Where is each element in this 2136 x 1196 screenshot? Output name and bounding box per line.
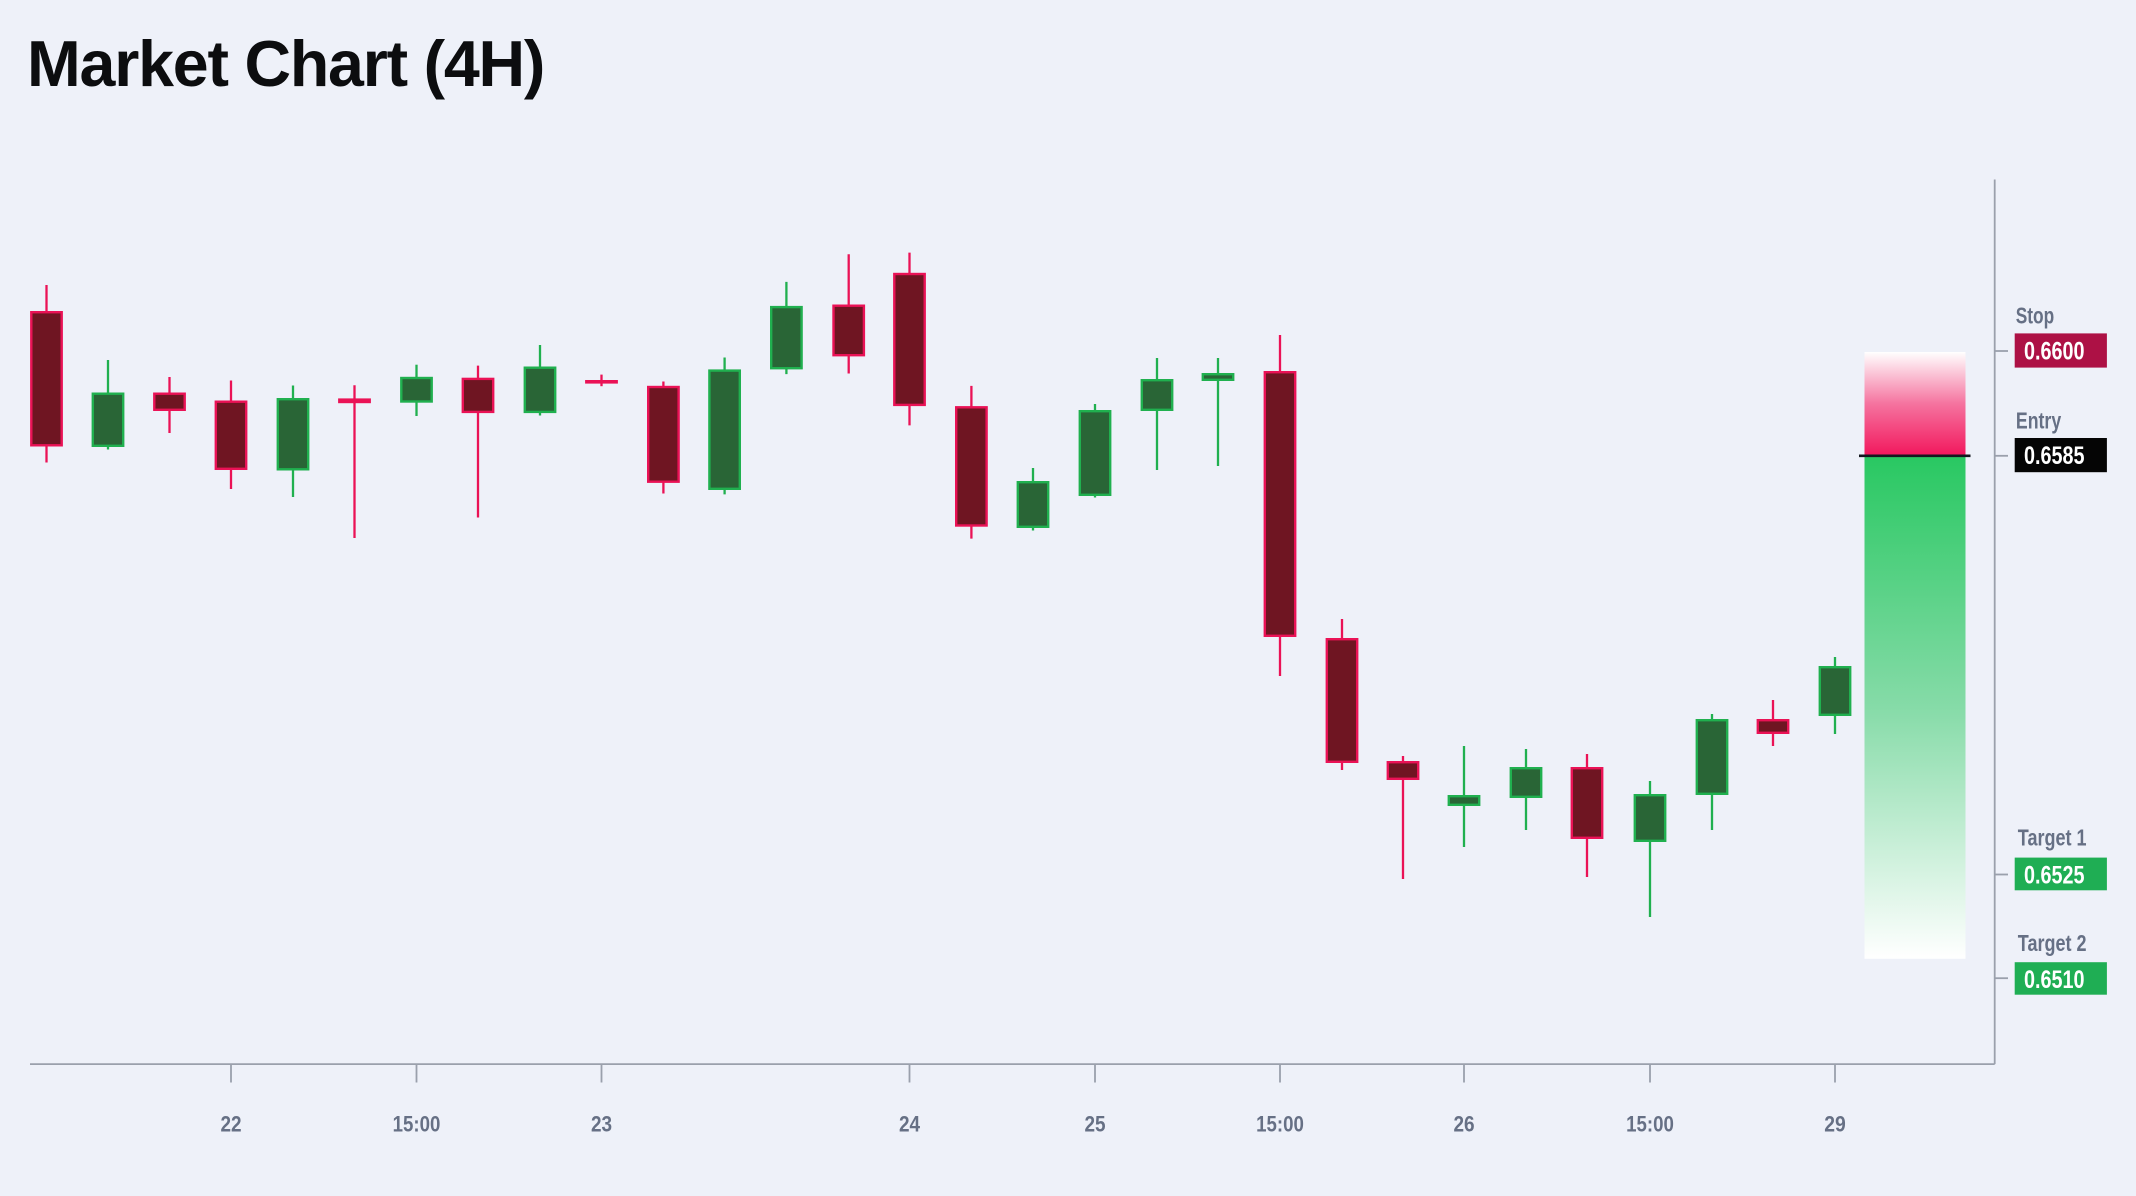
svg-text:Target 1: Target 1 bbox=[2018, 825, 2087, 851]
svg-text:0.6585: 0.6585 bbox=[2024, 442, 2085, 470]
svg-text:23: 23 bbox=[591, 1112, 612, 1137]
svg-text:Entry: Entry bbox=[2016, 408, 2061, 434]
svg-text:0.6525: 0.6525 bbox=[2024, 862, 2085, 890]
svg-text:15:00: 15:00 bbox=[1626, 1112, 1674, 1137]
svg-text:15:00: 15:00 bbox=[393, 1112, 441, 1137]
svg-text:29: 29 bbox=[1824, 1112, 1846, 1137]
svg-text:22: 22 bbox=[220, 1112, 241, 1137]
svg-text:26: 26 bbox=[1453, 1112, 1474, 1137]
svg-text:Market Chart (4H): Market Chart (4H) bbox=[27, 28, 544, 100]
svg-text:24: 24 bbox=[899, 1112, 921, 1137]
svg-text:15:00: 15:00 bbox=[1256, 1112, 1304, 1137]
svg-text:0.6510: 0.6510 bbox=[2024, 966, 2085, 994]
svg-text:25: 25 bbox=[1084, 1112, 1105, 1137]
svg-text:Stop: Stop bbox=[2016, 303, 2055, 329]
svg-text:Target 2: Target 2 bbox=[2018, 930, 2087, 956]
svg-text:0.6600: 0.6600 bbox=[2024, 337, 2085, 365]
